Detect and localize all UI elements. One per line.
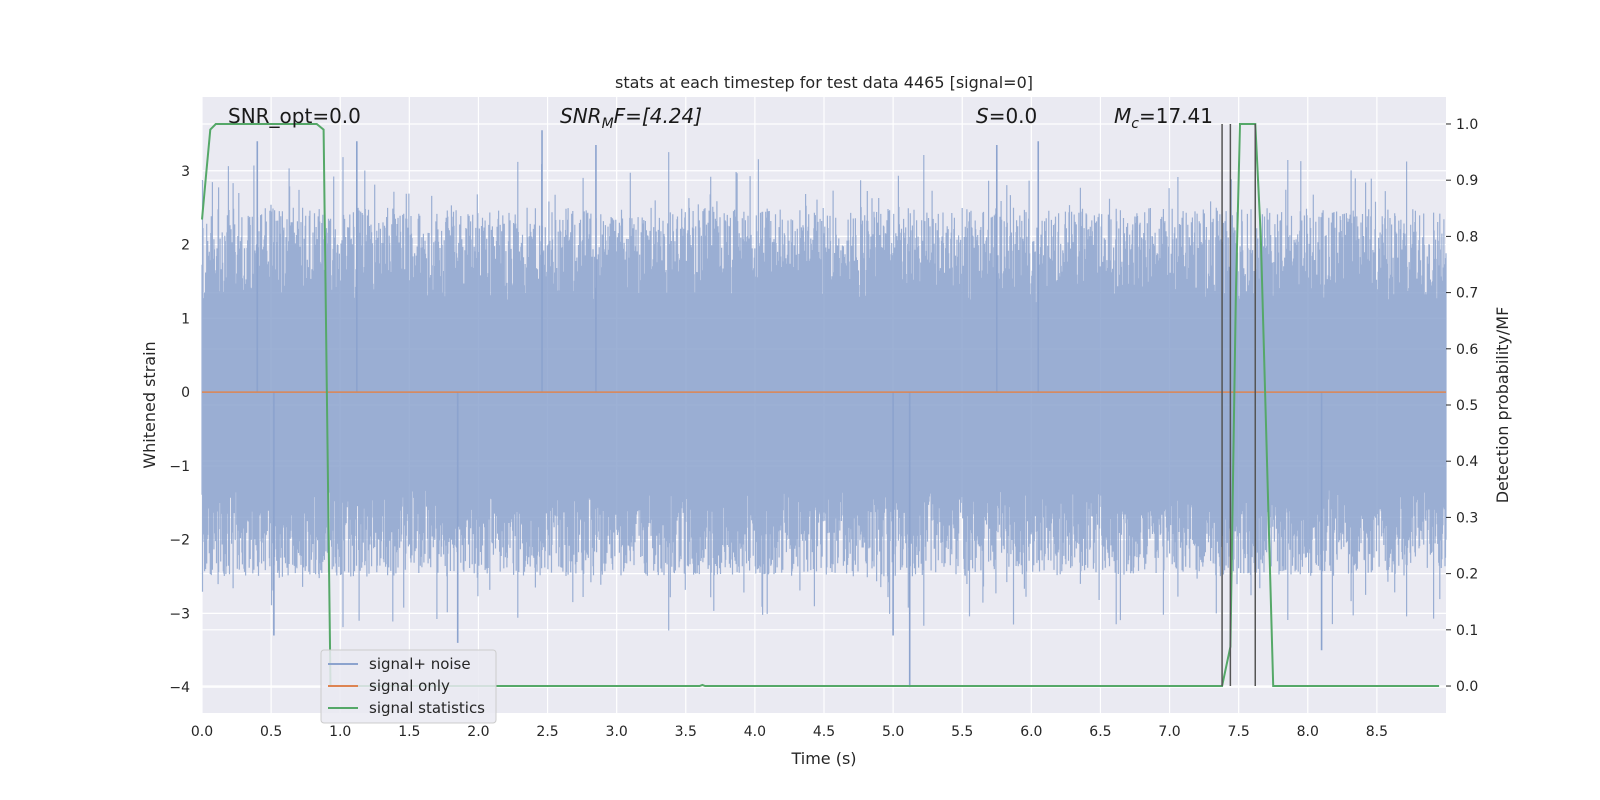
x-tick-label: 8.0 <box>1297 724 1319 740</box>
y-right-tick-label: 0.6 <box>1456 342 1478 358</box>
y-tick-label: −4 <box>169 680 190 696</box>
y-tick-label: 2 <box>181 238 190 254</box>
annotation-s: S=0.0 <box>976 104 1037 128</box>
x-tick-label: 8.5 <box>1366 724 1388 740</box>
x-tick-label: 0.5 <box>260 724 282 740</box>
y-right-tick-label: 0.2 <box>1456 567 1478 583</box>
annotation-s-tail: =0.0 <box>989 104 1038 128</box>
annotation-snr-opt: SNR_opt=0.0 <box>228 104 361 128</box>
x-tick-label: 6.0 <box>1020 724 1042 740</box>
y-axis-label: Whitened strain <box>140 341 159 468</box>
vertical-markers <box>1221 123 1257 687</box>
x-tick-label: 1.0 <box>329 724 351 740</box>
y-right-tick-label: 0.0 <box>1456 679 1478 695</box>
x-tick-label: 4.5 <box>813 724 835 740</box>
signal-statistics-line <box>201 123 1440 687</box>
y-right-tick-label: 0.8 <box>1456 229 1478 245</box>
legend-label-signal-statistics: signal statistics <box>369 699 485 717</box>
legend-label-signal-noise: signal+ noise <box>369 655 471 673</box>
y-tick-label: 1 <box>181 311 190 327</box>
series-lines <box>201 123 1446 687</box>
y-tick-label: −3 <box>169 606 190 622</box>
y-right-tick-label: 0.4 <box>1456 454 1478 470</box>
y-right-tick-label: 0.3 <box>1456 510 1478 526</box>
y-axis-ticks: 3 2 1 0 −1 −2 −3 −4 <box>169 164 190 696</box>
annotation-snr-mf-sub: M <box>602 116 614 132</box>
y-tick-label: 3 <box>181 164 190 180</box>
x-tick-label: 1.5 <box>398 724 420 740</box>
y-right-tick-label: 0.9 <box>1456 173 1478 189</box>
x-tick-label: 3.0 <box>606 724 628 740</box>
y-tick-label: 0 <box>181 385 190 401</box>
legend: signal+ noise signal only signal statist… <box>320 649 497 724</box>
series-signal-noise <box>201 130 1447 688</box>
annotation-mc-tail: =17.41 <box>1139 104 1213 128</box>
annotation-mc-sub: c <box>1131 116 1139 132</box>
x-tick-label: 2.0 <box>467 724 489 740</box>
y-right-axis-label: Detection probability/MF <box>1493 307 1512 504</box>
x-tick-label: 5.0 <box>882 724 904 740</box>
x-tick-label: 6.5 <box>1089 724 1111 740</box>
x-tick-label: 5.5 <box>951 724 973 740</box>
annotation-snr-mf-main: SNR <box>560 104 602 128</box>
x-tick-label: 2.5 <box>536 724 558 740</box>
y-tick-label: −2 <box>169 533 190 549</box>
legend-box <box>320 649 497 724</box>
chart-title: stats at each timestep for test data 446… <box>615 73 1033 92</box>
y-tick-label: −1 <box>169 459 190 475</box>
annotation-snr-mf-tail: F=[4.24] <box>614 104 702 128</box>
x-tick-label: 3.5 <box>675 724 697 740</box>
x-tick-label: 7.0 <box>1158 724 1180 740</box>
x-axis-ticks: 0.0 0.5 1.0 1.5 2.0 2.5 3.0 3.5 4.0 4.5 5.0 5.5 6.0 6… <box>191 724 1388 740</box>
legend-label-signal-only: signal only <box>369 677 450 695</box>
annotation-snr-mf: SNRMF=[4.24] <box>560 104 702 132</box>
y-right-tick-label: 1.0 <box>1456 117 1478 133</box>
x-tick-label: 4.0 <box>744 724 766 740</box>
y-right-tick-label: 0.1 <box>1456 623 1478 639</box>
y-right-axis-ticks: 1.0 0.9 0.8 0.7 0.6 0.5 0.4 0.3 0.2 0.1 0.0 <box>1446 117 1478 695</box>
y-right-tick-label: 0.5 <box>1456 398 1478 414</box>
x-axis-label: Time (s) <box>790 749 856 768</box>
annotation-mc-main: M <box>1114 104 1131 128</box>
y-right-tick-label: 0.7 <box>1456 286 1478 302</box>
x-tick-label: 7.5 <box>1228 724 1250 740</box>
annotation-s-main: S <box>976 104 989 128</box>
annotation-mc: Mc=17.41 <box>1114 104 1213 132</box>
x-tick-label: 0.0 <box>191 724 213 740</box>
